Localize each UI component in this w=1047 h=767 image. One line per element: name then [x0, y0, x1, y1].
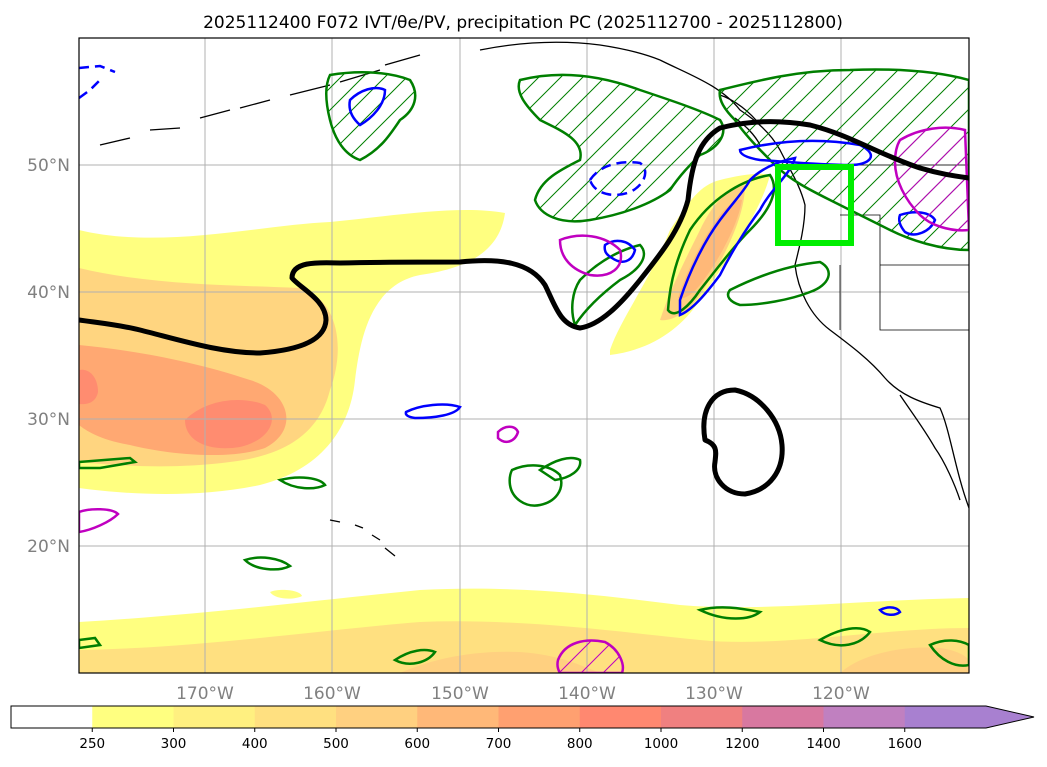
theta-e-blob-9 [928, 639, 969, 667]
colorbar-swatch [92, 706, 174, 728]
colorbar-tick-label: 250 [79, 736, 105, 752]
ivt-band-tropical-400 [79, 621, 969, 673]
ivt-line-main [79, 119, 969, 356]
theta-e-blob-1 [508, 464, 563, 507]
colorbar-tick-label: 1200 [725, 736, 759, 752]
colorbar-swatch [498, 706, 581, 728]
pv-negative-contours [79, 126, 969, 673]
lon-tick-label: 140°W [558, 684, 616, 704]
theta-e-blob-7 [696, 606, 763, 620]
map-frame [78, 37, 970, 674]
theta-e-contours [325, 68, 969, 252]
colorbar-swatch [661, 706, 743, 728]
theta-e-blob-5 [242, 556, 293, 571]
colorbar-swatch [579, 706, 662, 728]
ivt-line-loop [701, 387, 785, 497]
lat-tick-label: 30°N [27, 410, 70, 430]
theta-e-blob-2 [537, 456, 582, 482]
lat-tick-label: 40°N [27, 283, 70, 303]
lon-tick-label: 160°W [303, 684, 361, 704]
pv-dashed-north [588, 161, 647, 197]
colorbar-tick-label: 600 [404, 736, 430, 752]
lon-tick-label: 130°W [685, 684, 743, 704]
pv-ar-trough [678, 156, 797, 317]
colorbar-swatch [11, 706, 93, 728]
pv-dashed-corner [79, 64, 116, 100]
lon-tick-label: 170°W [176, 684, 234, 704]
colorbar-swatch [823, 706, 906, 728]
theta-e-blob-6 [392, 648, 437, 665]
ivt-shading [79, 173, 969, 673]
pv-neg-coast [558, 234, 623, 277]
colorbar-ticks: 250 300 400 500 600 700 800 1000 1200 1400 1600 [79, 728, 922, 752]
lat-tick-labels: 20°N 30°N 40°N 50°N [27, 156, 70, 557]
colorbar-outline [10, 705, 1035, 729]
ivt-core-subtropical [185, 400, 272, 449]
colorbar-swatch [254, 706, 337, 728]
pv-neg-hatched-ne [893, 126, 969, 232]
colorbar-swatches [11, 706, 1034, 728]
colorbar-swatch [417, 706, 499, 728]
colorbar-swatch [173, 706, 256, 728]
ivt-band-ar-700 [678, 199, 742, 299]
theta-e-blob-8 [817, 627, 872, 647]
theta-e-blob-3 [79, 456, 138, 470]
colorbar-tick-label: 400 [242, 736, 268, 752]
highlight-box [775, 164, 854, 246]
map-title: 2025112400 F072 IVT/θe/PV, precipitation… [203, 13, 843, 33]
colorbar-tick-label: 800 [567, 736, 593, 752]
ivt-band-tropical-600 [400, 651, 600, 673]
pv-nw [348, 86, 387, 127]
lon-tick-label: 120°W [812, 684, 870, 704]
theta-e-blob-10 [79, 636, 103, 650]
map-panel [79, 38, 969, 673]
colorbar-tick-label: 700 [486, 736, 512, 752]
lat-tick-label: 50°N [27, 156, 70, 176]
pv-neg-tropics [556, 639, 624, 673]
coast-hawaii [329, 519, 396, 557]
colorbar-tick-label: 1400 [806, 736, 840, 752]
colorbar-swatch [742, 706, 824, 728]
lat-tick-label: 20°N [27, 537, 70, 557]
coast-baja [899, 394, 961, 501]
pv-blob-1 [404, 403, 462, 420]
colorbar-tick-label: 1000 [644, 736, 678, 752]
pv-blob-3 [878, 606, 902, 616]
colorbar-extend-arrow [986, 706, 1034, 728]
colorbar-swatch [904, 706, 987, 728]
theta-e-region-canada [718, 68, 969, 252]
pv-neg-west [79, 508, 120, 534]
colorbar-tick-label: 500 [323, 736, 349, 752]
ivt-core-west [79, 369, 98, 405]
colorbar: 250 300 400 500 600 700 800 1000 1200 1400 1600 [10, 705, 1035, 752]
pv-blob-2 [603, 239, 637, 263]
ivt-patch-small [270, 589, 302, 599]
colorbar-tick-label: 1600 [888, 736, 922, 752]
lon-tick-label: 150°W [431, 684, 489, 704]
colorbar-swatch [336, 706, 418, 728]
coast-alaska [479, 41, 661, 61]
theta-e-region-gulf [517, 73, 725, 223]
pv-neg-small [496, 425, 520, 444]
theta-e-blob-4 [276, 476, 327, 490]
colorbar-tick-label: 300 [161, 736, 187, 752]
ivt-250-contours [79, 119, 969, 497]
coast-aleutians [99, 54, 421, 146]
lon-tick-labels: 170°W 160°W 150°W 140°W 130°W 120°W [176, 684, 870, 704]
theta-e-west-coast [726, 260, 830, 307]
